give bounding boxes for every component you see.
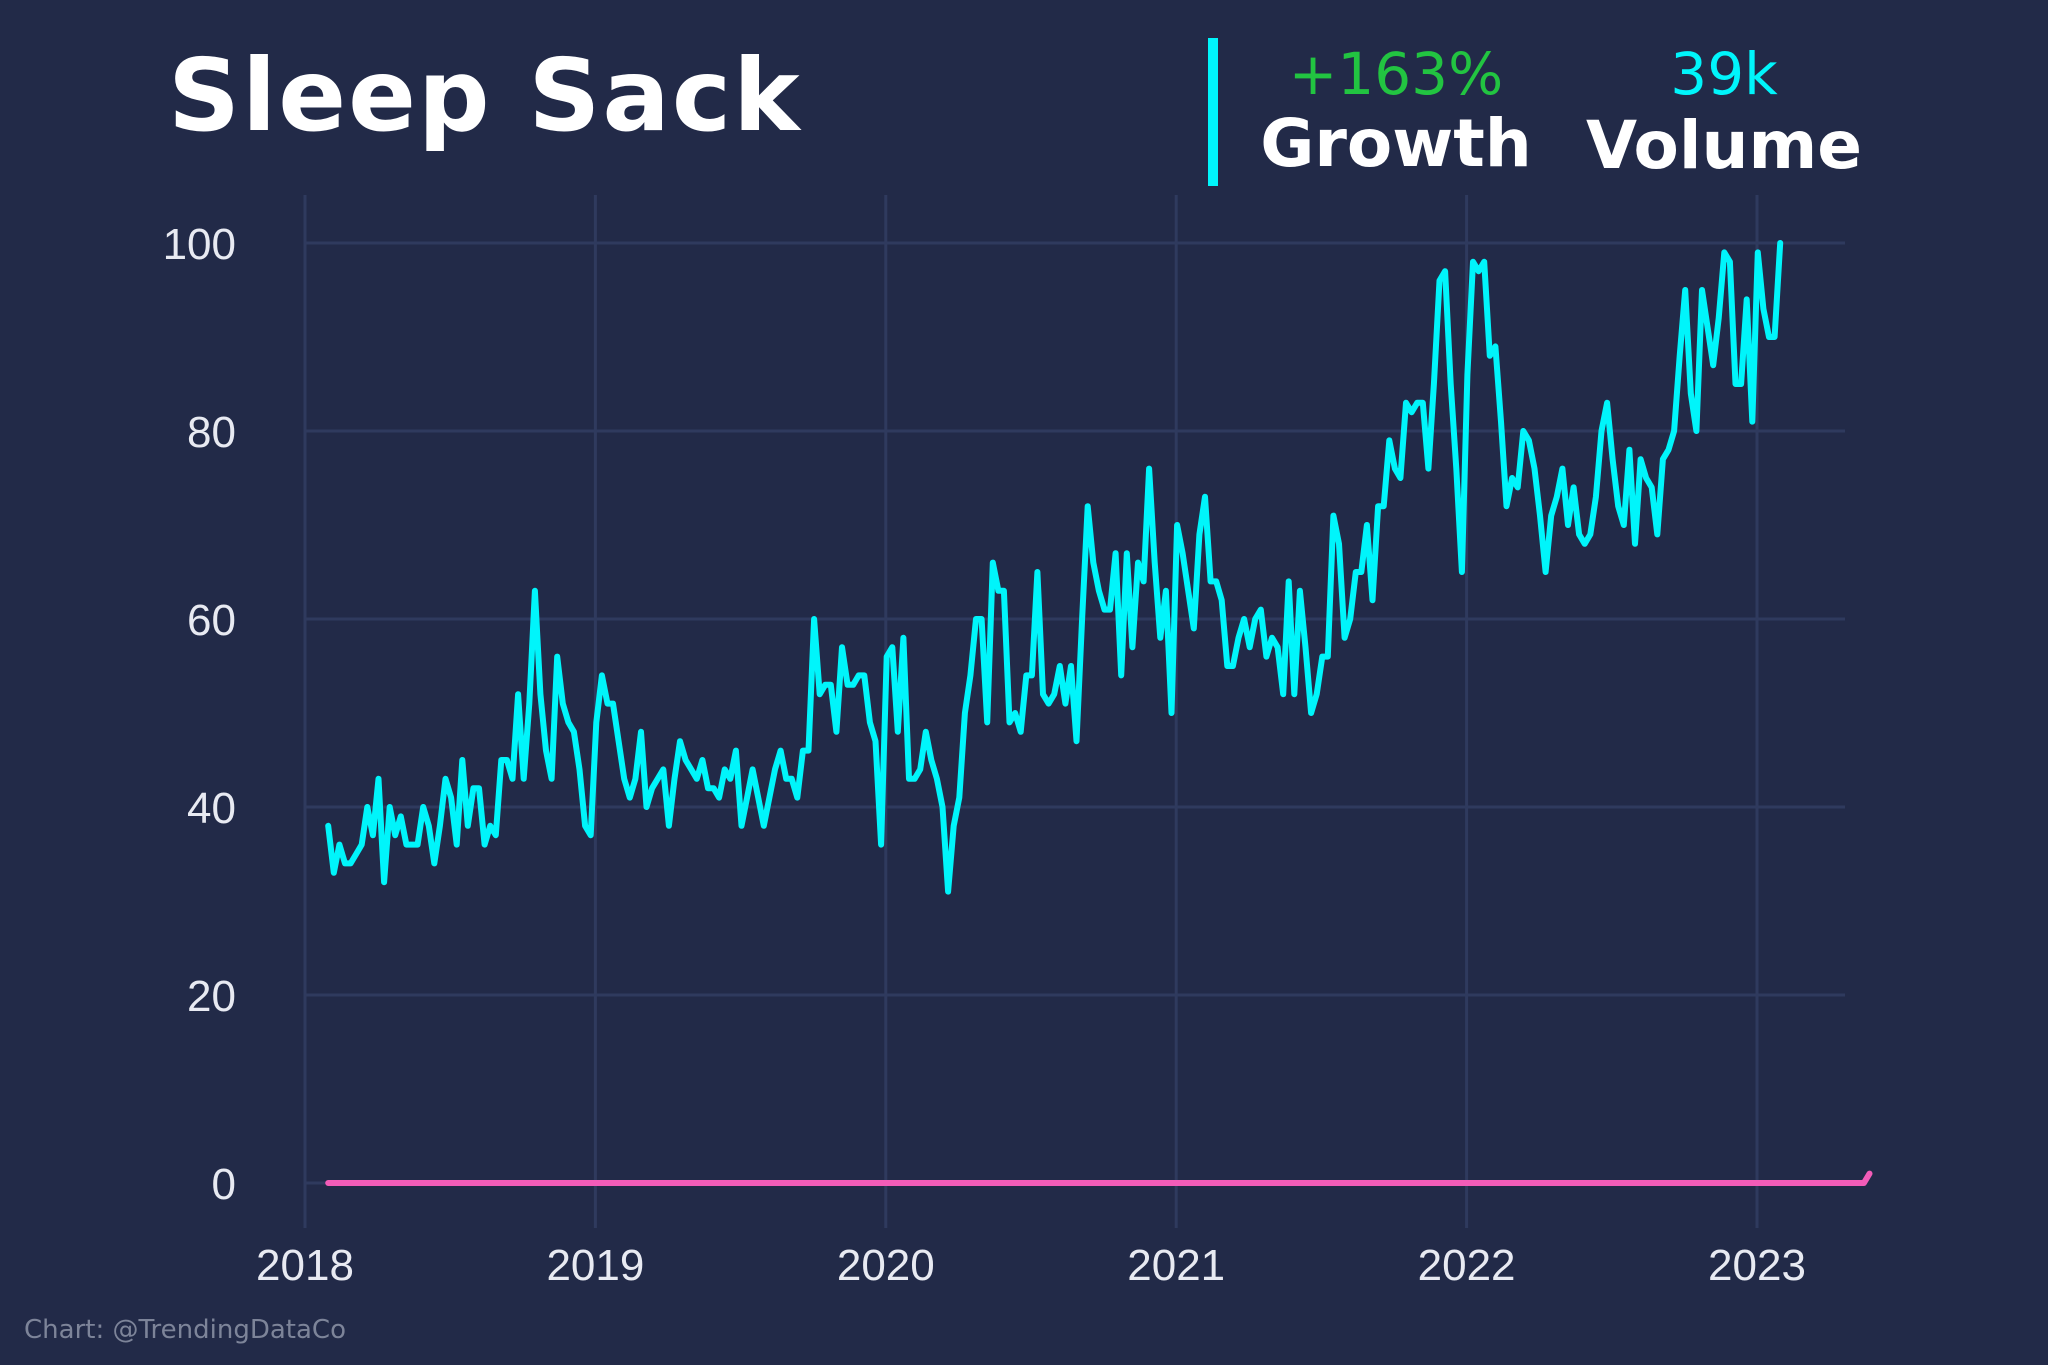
x-tick-label: 2022 bbox=[1418, 1241, 1516, 1290]
volume-value: 39k bbox=[1670, 40, 1778, 108]
y-tick-label: 0 bbox=[212, 1160, 236, 1209]
x-tick-label: 2019 bbox=[546, 1241, 644, 1290]
y-tick-label: 60 bbox=[187, 596, 236, 645]
x-tick-label: 2023 bbox=[1708, 1241, 1806, 1290]
chart-title: Sleep Sack bbox=[168, 37, 802, 154]
growth-label: Growth bbox=[1260, 105, 1532, 182]
y-tick-label: 40 bbox=[187, 784, 236, 833]
series-line-secondary bbox=[325, 1170, 1873, 1186]
y-axis-ticks: 0 20 40 60 80 100 bbox=[163, 220, 236, 1209]
growth-value: +163% bbox=[1289, 40, 1503, 108]
x-axis-ticks: 2018 2019 2020 2021 2022 2023 bbox=[256, 1241, 1806, 1290]
x-tick-label: 2021 bbox=[1127, 1241, 1225, 1290]
x-tick-label: 2018 bbox=[256, 1241, 354, 1290]
y-tick-label: 100 bbox=[163, 220, 236, 269]
series-line-primary bbox=[325, 240, 1784, 895]
volume-label: Volume bbox=[1586, 107, 1862, 184]
chart-credit: Chart: @TrendingDataCo bbox=[24, 1315, 346, 1345]
y-tick-label: 80 bbox=[187, 408, 236, 457]
x-tick-label: 2020 bbox=[837, 1241, 935, 1290]
series-lines bbox=[325, 240, 1873, 1186]
y-tick-label: 20 bbox=[187, 972, 236, 1021]
